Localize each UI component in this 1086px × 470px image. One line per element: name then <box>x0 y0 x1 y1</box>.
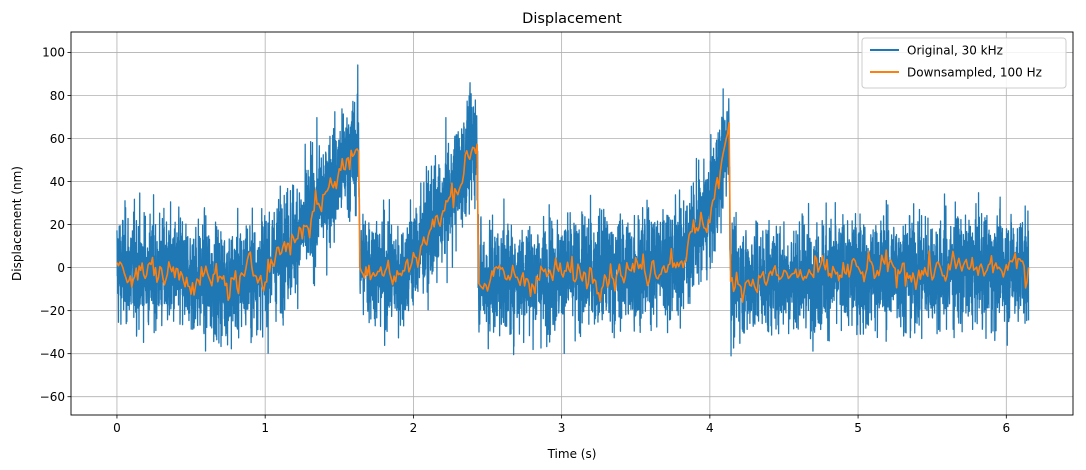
x-axis-label: Time (s) <box>547 447 597 461</box>
chart-title: Displacement <box>522 11 622 27</box>
y-axis-ticks: −60 −40 −20 0 20 40 60 80 100 <box>40 46 71 404</box>
legend-label-downsampled: Downsampled, 100 Hz <box>907 66 1042 80</box>
plot-area <box>116 64 1030 357</box>
x-tick-label: 5 <box>854 421 862 435</box>
y-tick-label: 20 <box>50 218 65 232</box>
x-tick-label: 6 <box>1002 421 1010 435</box>
y-tick-label: 100 <box>42 46 65 60</box>
y-tick-label: 40 <box>50 175 65 189</box>
grid-lines <box>71 32 1073 415</box>
series-original-line <box>116 64 1030 357</box>
x-tick-label: 2 <box>410 421 418 435</box>
y-tick-label: −60 <box>40 390 65 404</box>
legend-label-original: Original, 30 kHz <box>907 44 1003 58</box>
x-tick-label: 4 <box>706 421 714 435</box>
legend: Original, 30 kHz Downsampled, 100 Hz <box>861 37 1067 89</box>
axes-frame <box>70 31 1074 416</box>
y-tick-label: −20 <box>40 304 65 318</box>
y-tick-label: 0 <box>57 261 65 275</box>
x-tick-label: 3 <box>558 421 566 435</box>
y-tick-label: 80 <box>50 89 65 103</box>
series-downsampled-line <box>116 121 1030 303</box>
legend-box <box>861 37 1067 89</box>
x-axis-ticks: 0 1 2 3 4 5 6 <box>113 415 1010 435</box>
y-tick-label: −40 <box>40 347 65 361</box>
y-tick-label: 60 <box>50 132 65 146</box>
y-axis-label: Displacement (nm) <box>10 166 24 281</box>
x-tick-label: 1 <box>261 421 269 435</box>
x-tick-label: 0 <box>113 421 121 435</box>
